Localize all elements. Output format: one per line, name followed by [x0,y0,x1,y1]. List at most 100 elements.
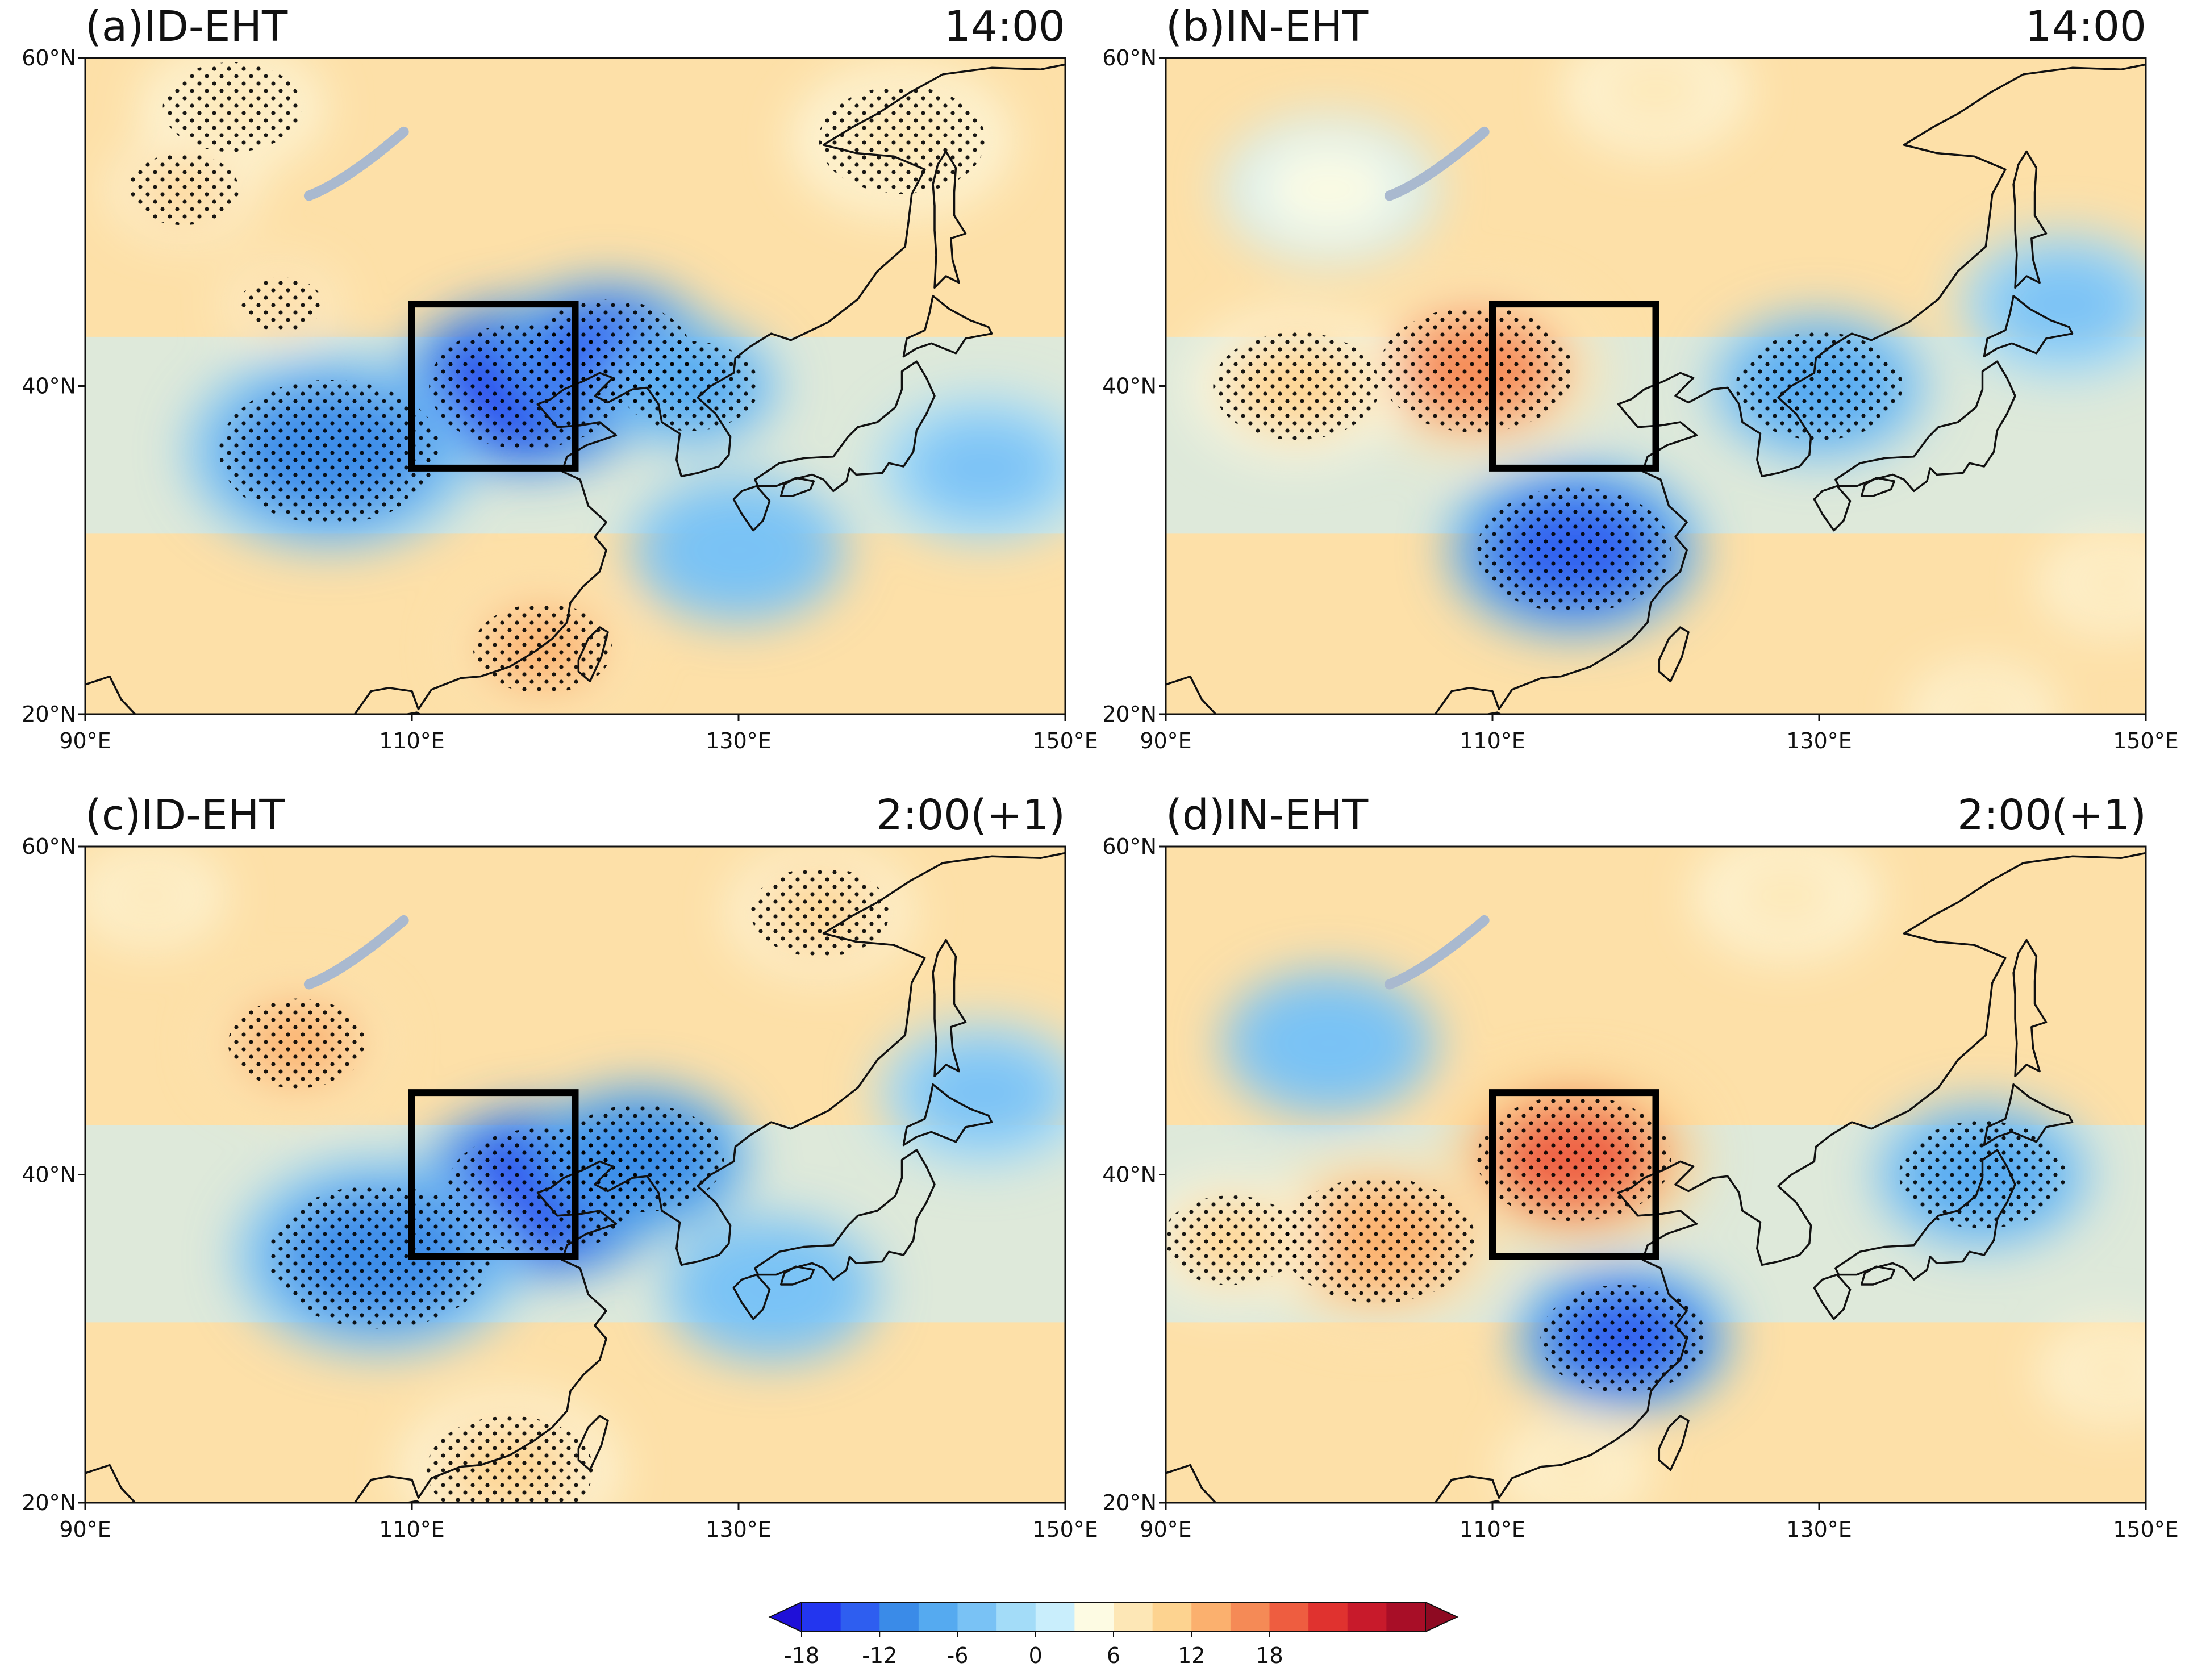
colorbar-segment [957,1602,997,1632]
study-region-box [1489,1089,1659,1260]
lakes [303,126,409,201]
island-outline [779,477,815,497]
anomaly-blob [1933,681,2032,714]
coastline [353,852,1065,1503]
island-outline [754,360,936,493]
anomaly-blob [1990,255,2138,353]
colorbar-segment [840,1602,880,1632]
coastline [1065,76,1098,83]
lon-tick-label: 110°E [379,1517,445,1542]
coastline [2145,870,2146,872]
colorbar-segment [1347,1602,1387,1632]
panel-time: 14:00 [944,2,1065,51]
island-outline [577,1415,609,1471]
stipple-region [750,867,890,957]
lon-tick-label: 110°E [379,728,445,753]
island-outline [932,939,967,1078]
anomaly-field [1166,58,2146,714]
anomaly-blob [2064,1339,2146,1404]
lon-tick-label: 150°E [1032,728,1098,753]
stipple-region [127,153,239,226]
lakes [303,915,409,990]
coastline [85,675,137,714]
colorbar-tick-label: -12 [862,1643,897,1668]
colorbar-segment [1035,1602,1075,1632]
colorbar-tick-label: -18 [784,1643,819,1668]
island-outline [1983,1083,2074,1147]
colorbar-segment [879,1602,919,1632]
coastline [1434,63,2146,714]
lat-tick-label: 60°N [22,834,76,859]
lon-tick-label: 150°E [2113,1517,2179,1542]
coastline [85,1464,137,1503]
anomaly-blob [910,419,1057,518]
anomaly-blob [2064,550,2146,616]
lon-tick-label: 130°E [706,1517,772,1542]
colorbar-segment [1308,1602,1348,1632]
anomaly-blob [101,863,200,929]
coastline [353,63,1065,714]
lat-tick-label: 20°N [1102,702,1157,727]
coastlines [85,63,1098,714]
colorbar-segment [918,1602,958,1632]
island-outline [2012,939,2048,1078]
anomaly-blob [1525,1437,1623,1503]
anomaly-field [85,58,1098,714]
coastline [1166,675,1217,714]
lat-tick-label: 60°N [1102,45,1157,70]
island-outline [932,150,967,289]
lon-tick-label: 150°E [1032,1517,1098,1542]
lon-tick-label: 110°E [1460,728,1525,753]
stipple-region [1281,1177,1475,1303]
colorbar-segment [1152,1602,1192,1632]
island-outline [1813,485,1852,532]
colorbar-segment [1074,1602,1114,1632]
lat-tick-label: 40°N [1102,374,1157,399]
colorbar-segment [802,1602,841,1632]
stipple-region [818,86,986,194]
panel-time: 14:00 [2025,2,2146,51]
lakes [1384,915,1490,990]
lon-tick-label: 90°E [1140,728,1191,753]
significance-stippling [1213,306,1903,613]
stipple-region [473,603,612,694]
stipple-region [557,1104,724,1212]
lat-tick-label: 60°N [1102,834,1157,859]
island-outline [1658,626,1690,683]
anomaly-blob [665,501,812,599]
lat-tick-label: 20°N [1102,1490,1157,1515]
colorbar-segment [1269,1602,1309,1632]
anomaly-blob [1256,140,1403,239]
lon-tick-label: 130°E [706,728,772,753]
lon-tick-label: 90°E [59,1517,111,1542]
lat-tick-label: 40°N [22,374,76,399]
colorbar-segment [1114,1602,1153,1632]
anomaly-blob [1594,58,1717,132]
colorbar-tick-label: 12 [1178,1643,1205,1668]
anomaly-blob [1725,854,1848,937]
island-outline [2012,150,2048,289]
island-outline [1860,477,1896,497]
study-region-box [1489,301,1659,472]
island-outline [1813,1273,1852,1320]
baikal-lake [1384,915,1490,990]
panel-time: 2:00(+1) [876,791,1065,840]
island-outline [1860,1265,1896,1286]
island-outline [732,485,771,532]
panel-b: (b)IN-EHT 14:00 90°E 110°E 130°E 150°E 20°N 4… [1102,2,2179,753]
lat-tick-label: 60°N [22,45,76,70]
stipple-region [426,1416,594,1503]
anomaly-blob [1256,994,1403,1093]
significance-stippling [228,867,890,1503]
stipple-region [162,62,302,152]
stipple-region [1166,1195,1301,1286]
coastline [1166,1464,1217,1503]
coastline [2145,81,2146,83]
island-outline [1834,1149,2016,1281]
stipple-region [1477,1095,1671,1222]
baikal-lake [303,126,409,201]
lon-tick-label: 110°E [1460,1517,1525,1542]
stipple-region [1477,487,1671,613]
lon-tick-label: 150°E [2113,728,2179,753]
lon-tick-label: 90°E [1140,1517,1191,1542]
